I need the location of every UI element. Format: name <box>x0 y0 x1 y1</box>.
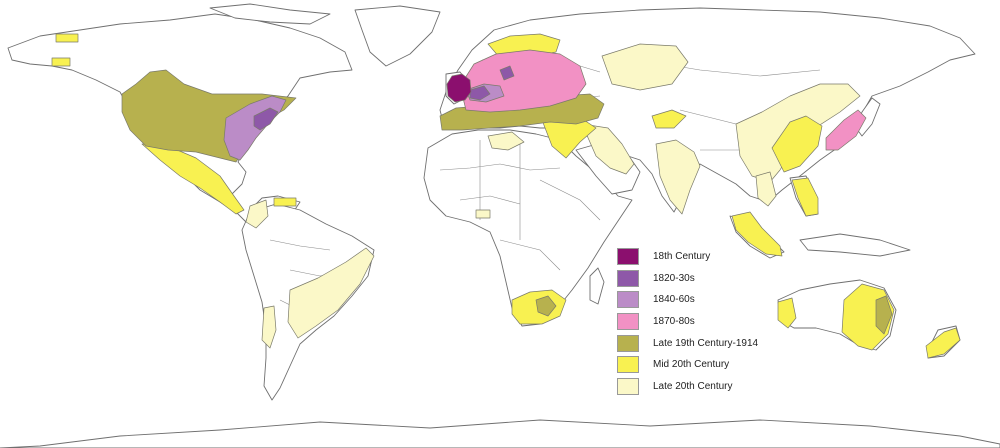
region-1820-30s <box>253 107 279 131</box>
regions <box>51 33 961 359</box>
region-1870-80s <box>825 109 867 151</box>
region-late-19th-century-1914 <box>875 295 893 335</box>
legend-swatch <box>617 269 639 287</box>
legend-swatch <box>617 378 639 396</box>
legend-swatch <box>617 356 639 374</box>
land-africa <box>423 129 633 327</box>
land-antarctica <box>0 419 1000 448</box>
region-mid-20th-century <box>731 211 783 257</box>
region-18th-century <box>446 73 472 103</box>
region-mid-20th-century <box>273 197 297 207</box>
region-mid-20th-century <box>771 115 823 173</box>
legend-item: 18th Century <box>617 246 817 267</box>
legend-swatch <box>617 291 639 309</box>
region-1820-30s <box>499 65 515 81</box>
region-mid-20th-century <box>55 33 79 43</box>
legend-label: 1820-30s <box>653 272 695 284</box>
legend-label: Late 20th Century <box>653 381 733 393</box>
land-arctic-islands <box>209 3 331 25</box>
region-late-20th-century <box>475 209 491 219</box>
continents <box>0 3 1000 448</box>
legend-label: 1870-80s <box>653 316 695 328</box>
legend-item: Late 19th Century-1914 <box>617 333 817 354</box>
legend-item: Late 20th Century <box>617 376 817 397</box>
region-1820-30s <box>469 85 491 101</box>
legend-label: 1840-60s <box>653 294 695 306</box>
legend-swatch <box>617 334 639 352</box>
region-mid-20th-century <box>777 297 797 329</box>
legend-item: Mid 20th Century <box>617 354 817 375</box>
region-mid-20th-century <box>141 143 245 215</box>
legend-item: 1820-30s <box>617 268 817 289</box>
region-late-20th-century <box>245 199 269 229</box>
legend-label: Late 19th Century-1914 <box>653 337 759 349</box>
land-madagascar <box>589 267 605 305</box>
legend-label: 18th Century <box>653 251 711 262</box>
region-mid-20th-century <box>51 57 71 67</box>
region-mid-20th-century <box>651 109 687 129</box>
map-legend: 18th Century 1820-30s 1840-60s 1870-80s … <box>617 246 817 398</box>
legend-swatch <box>617 248 639 265</box>
land-greenland <box>354 5 441 67</box>
region-late-20th-century <box>755 171 777 207</box>
region-late-20th-century <box>601 43 689 91</box>
legend-label: Mid 20th Century <box>653 359 730 371</box>
region-mid-20th-century <box>791 177 819 217</box>
legend-swatch <box>617 313 639 331</box>
region-late-20th-century <box>655 139 701 215</box>
legend-item: 1840-60s <box>617 289 817 310</box>
region-mid-20th-century <box>925 327 961 359</box>
region-late-19th-century-1914 <box>535 295 557 317</box>
region-late-20th-century <box>261 305 277 349</box>
region-late-20th-century <box>287 247 375 339</box>
legend-item: 1870-80s <box>617 311 817 332</box>
region-late-20th-century <box>581 123 635 175</box>
region-late-20th-century <box>487 131 525 151</box>
